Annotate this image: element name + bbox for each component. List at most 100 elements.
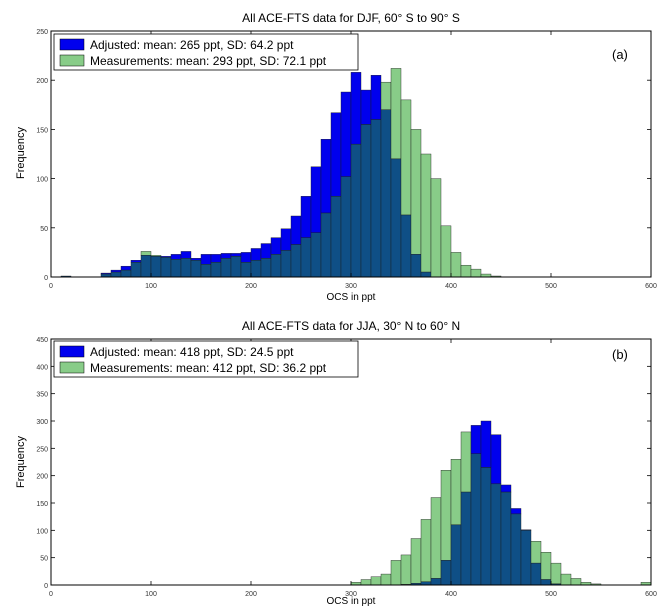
histogram-bar-measurements-b-390 [440,470,452,561]
y-tick-label-a-150: 150 [36,127,48,134]
y-tick-label-b-150: 150 [36,501,48,508]
histogram-bar-adjusted-b-420 [470,425,482,454]
histogram-bar-overlap-a-370 [420,271,432,278]
histogram-bar-overlap-a-140 [190,260,202,278]
histogram-bar-adjusted-a-160 [210,254,222,263]
x-tick-label-a-100: 100 [145,283,157,290]
x-tick-label-b-200: 200 [245,591,257,598]
histogram-bar-overlap-a-200 [250,260,262,278]
histogram-bar-adjusted-a-120 [170,254,182,260]
panel-a-xlabel: OCS in ppt [327,292,376,303]
panel-b-legend-swatch-adjusted [59,345,85,358]
histogram-bar-adjusted-a-270 [320,139,332,214]
panel-a-title: All ACE-FTS data for DJF, 60° S to 90° S [242,11,460,25]
histogram-bar-adjusted-a-190 [240,252,252,263]
histogram-bar-overlap-b-440 [490,483,502,586]
histogram-bar-adjusted-a-320 [370,75,382,120]
histogram-bar-overlap-a-350 [400,214,412,278]
histogram-bar-overlap-a-270 [320,212,332,278]
histogram-bar-overlap-a-70 [120,269,132,278]
x-tick-label-a-500: 500 [545,283,557,290]
histogram-bar-measurements-b-380 [430,497,442,579]
y-tick-label-a-50: 50 [40,226,48,233]
panel-b-xlabel: OCS in ppt [327,596,376,607]
histogram-bar-measurements-a-90 [140,251,152,256]
histogram-bar-adjusted-a-170 [220,253,232,259]
histogram-bar-measurements-a-370 [420,153,432,273]
histogram-bar-overlap-a-120 [170,259,182,278]
histogram-bar-measurements-b-510 [560,573,572,586]
histogram-bar-overlap-b-410 [460,491,472,586]
x-tick-label-b-600: 600 [645,591,657,598]
plot-b-bars [350,420,652,586]
histogram-bar-measurements-a-380 [430,178,442,278]
histogram-bar-adjusted-b-430 [480,420,492,468]
panel-a-label: (a) [612,47,628,62]
x-tick-label-a-200: 200 [245,283,257,290]
panel-b-legend-swatch-measurements [59,361,85,374]
y-tick-label-a-200: 200 [36,78,48,85]
histogram-bar-overlap-a-330 [380,109,392,278]
histogram-bar-overlap-a-100 [150,256,162,278]
histogram-bar-adjusted-a-260 [310,166,322,233]
histogram-bar-adjusted-a-310 [360,89,372,125]
panel-a-legend-swatch-adjusted [59,38,85,51]
panel-a: All ACE-FTS data for DJF, 60° S to 90° S… [15,11,657,303]
y-tick-label-b-400: 400 [36,364,48,371]
histogram-bar-adjusted-a-60 [110,269,122,273]
histogram-bar-adjusted-b-440 [490,434,502,485]
histogram-bar-measurements-b-360 [410,538,422,584]
panel-b-legend-box [53,340,359,378]
histogram-bar-adjusted-a-200 [250,248,262,261]
histogram-bar-measurements-b-490 [540,552,552,580]
histogram-bar-adjusted-a-70 [120,265,132,271]
histogram-bar-measurements-b-410 [460,431,472,493]
histogram-bar-overlap-a-260 [310,232,322,278]
histogram-bar-overlap-a-310 [360,124,372,278]
histogram-bar-overlap-a-210 [260,258,272,278]
histogram-bar-measurements-b-320 [370,576,382,586]
histogram-bar-overlap-a-80 [130,262,142,278]
histogram-bar-overlap-a-150 [200,264,212,278]
histogram-bar-overlap-a-90 [140,255,152,278]
histogram-bar-overlap-b-420 [470,453,482,586]
histogram-bar-overlap-a-170 [220,258,232,278]
histogram-bar-measurements-b-500 [550,562,562,585]
histogram-bar-overlap-b-380 [430,578,442,586]
histogram-bar-adjusted-a-230 [280,228,292,251]
histogram-bar-overlap-b-480 [530,562,542,586]
histogram-bar-measurements-b-370 [420,519,432,582]
x-tick-label-b-100: 100 [145,591,157,598]
histogram-bar-overlap-a-180 [230,256,242,278]
histogram-bar-overlap-a-230 [280,250,292,278]
histogram-bar-measurements-a-360 [410,129,422,255]
y-tick-label-b-200: 200 [36,474,48,481]
histogram-bar-adjusted-a-220 [270,237,282,255]
histogram-bar-adjusted-a-130 [180,251,192,259]
histogram-bar-overlap-a-320 [370,119,382,278]
histogram-bar-overlap-a-60 [110,271,122,278]
y-tick-label-b-100: 100 [36,528,48,535]
histogram-bar-overlap-b-460 [510,513,522,586]
y-tick-label-b-250: 250 [36,446,48,453]
histogram-bar-overlap-a-300 [350,143,362,278]
histogram-bar-measurements-a-340 [390,68,402,160]
panel-b-ticks: 0 100 200 300 400 500 600 0 50 100 150 200 250 300 350… [36,337,657,598]
histogram-bar-overlap-a-340 [390,158,402,278]
panel-a-legend-adjusted: Adjusted: mean: 265 ppt, SD: 64.2 ppt [90,38,294,52]
histogram-bar-measurements-b-480 [530,541,542,564]
histogram-bar-overlap-a-290 [340,176,352,278]
histogram-bar-adjusted-a-140 [190,258,202,261]
histogram-bar-overlap-b-470 [520,530,532,586]
panel-a-legend-swatch-measurements [59,54,85,67]
panel-a-ticks: 0 100 200 300 400 500 600 0 50 100 150 200 250 [36,29,657,290]
histogram-bar-overlap-a-110 [160,257,172,278]
y-tick-label-a-0: 0 [44,275,48,282]
histogram-bar-overlap-a-220 [270,254,282,278]
y-tick-label-b-350: 350 [36,392,48,399]
x-tick-label-a-600: 600 [645,283,657,290]
histogram-bar-measurements-a-390 [440,225,452,278]
x-tick-label-a-400: 400 [445,283,457,290]
x-tick-label-a-0: 0 [49,283,53,290]
histogram-bar-measurements-a-420 [470,268,482,278]
